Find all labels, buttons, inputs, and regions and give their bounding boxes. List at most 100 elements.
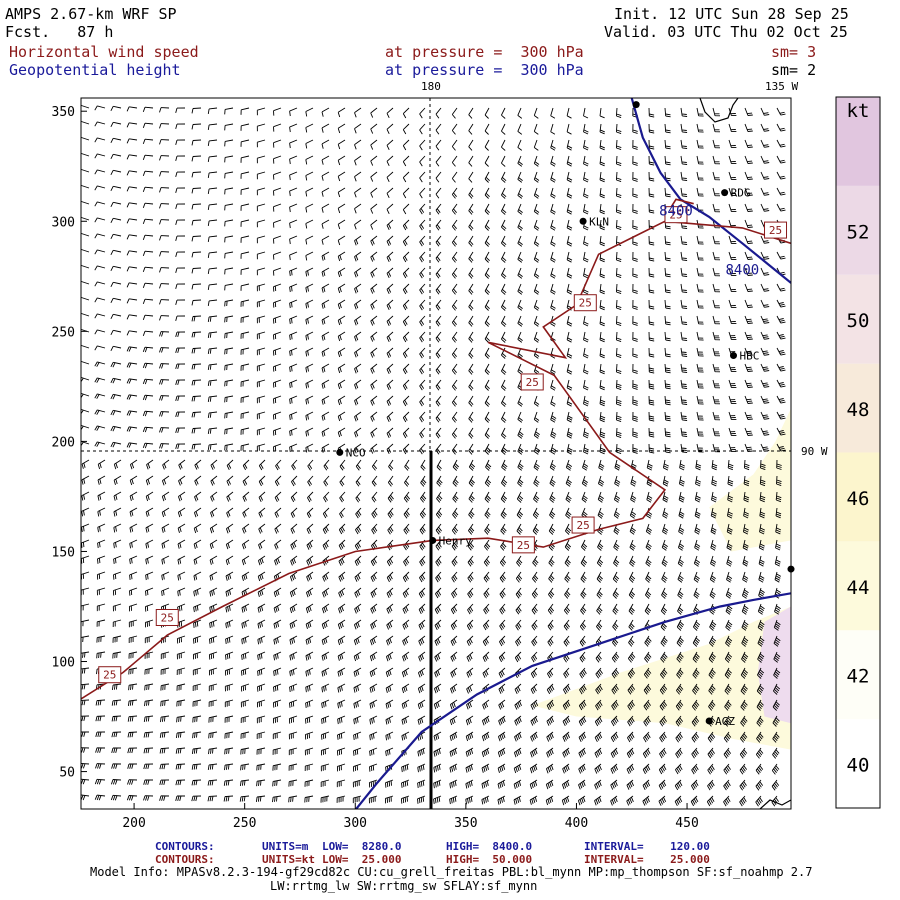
model-info-2: LW:rrtmg_lw SW:rrtmg_sw SFLAY:sf_mynn: [270, 879, 538, 893]
wind-barb: [400, 795, 410, 804]
wind-barb: [662, 507, 669, 519]
wind-barb: [481, 779, 490, 789]
wind-barb: [321, 235, 330, 245]
wind-barb: [709, 571, 716, 583]
wind-barb: [626, 763, 635, 775]
wind-barb: [370, 187, 378, 198]
wind-barb: [225, 587, 234, 597]
wind-barb: [354, 347, 362, 358]
wind-barb: [548, 587, 555, 599]
wind-barb: [563, 603, 571, 615]
wind-barb: [113, 539, 122, 549]
wind-barb: [760, 155, 770, 164]
wind-barb: [81, 281, 90, 285]
wind-barb: [435, 251, 442, 263]
station-dot: [336, 448, 344, 456]
wind-barb: [533, 443, 540, 455]
station-dot: [579, 217, 587, 225]
wind-barb: [386, 251, 394, 262]
wind-barb: [578, 731, 587, 742]
wind-barb: [142, 170, 154, 177]
wind-barb: [256, 363, 266, 372]
wind-barb: [756, 731, 764, 743]
wind-barb: [273, 139, 282, 148]
wind-barb: [499, 555, 507, 567]
wind-barb: [661, 539, 668, 551]
wind-barb: [435, 267, 442, 279]
wind-barb: [305, 235, 314, 245]
wind-barb: [419, 379, 426, 391]
wind-barb: [207, 427, 218, 434]
wind-barb: [191, 267, 202, 274]
wind-barb: [94, 105, 106, 111]
wind-barb: [354, 315, 362, 326]
wind-barb: [680, 299, 688, 309]
wind-barb: [402, 443, 410, 455]
wind-barb: [223, 795, 234, 802]
wind-barb: [256, 139, 266, 148]
wind-barb: [354, 571, 362, 582]
wind-barb: [680, 395, 688, 405]
wind-barb: [434, 651, 442, 662]
wind-barb: [177, 523, 186, 534]
wind-barb: [614, 475, 621, 487]
wind-barb: [484, 235, 490, 247]
wind-barb: [675, 699, 684, 711]
wind-barb: [712, 363, 721, 373]
wind-barb: [256, 331, 266, 340]
wind-barb: [226, 507, 234, 518]
wind-barb: [583, 187, 589, 199]
model-title: AMPS 2.67-km WRF SP: [5, 5, 177, 23]
wind-barb: [627, 683, 636, 695]
plot-frame: [80, 97, 792, 810]
wind-barb: [402, 379, 410, 391]
wind-barb: [145, 475, 154, 486]
colorbar-band: [836, 97, 880, 186]
wind-barb: [677, 603, 684, 615]
wind-barb: [191, 171, 202, 178]
wind-barb: [256, 251, 266, 260]
wind-barb: [501, 459, 508, 471]
wind-barb: [708, 635, 717, 647]
wind-barb: [161, 539, 170, 549]
wind-barb: [648, 187, 655, 198]
wind-barb: [81, 635, 90, 643]
wind-barb: [370, 171, 378, 182]
wind-barb: [321, 427, 330, 437]
wind-barb: [772, 683, 781, 695]
wind-barb: [597, 539, 604, 551]
wind-barb: [632, 203, 638, 214]
wind-barb: [500, 395, 507, 407]
wind-barb: [744, 411, 753, 420]
wind-barb: [226, 475, 234, 486]
wind-barb: [566, 235, 573, 247]
wind-barb: [369, 731, 378, 741]
wind-barb: [386, 315, 394, 326]
wind-barb: [741, 635, 749, 647]
wind-barb: [385, 731, 394, 741]
wind-barb: [305, 715, 314, 724]
wind-barb: [208, 667, 218, 676]
wind-barb: [580, 539, 588, 551]
wind-barb: [696, 139, 704, 149]
wind-barb: [191, 283, 202, 290]
wind-barb: [485, 459, 492, 471]
wind-barb: [533, 315, 540, 327]
wind-barb: [739, 779, 747, 791]
wind-barb: [776, 283, 786, 292]
wind-barb: [323, 491, 330, 503]
wind-barb: [322, 555, 330, 566]
wind-barb: [760, 299, 770, 308]
wind-barb: [744, 315, 753, 324]
wind-barb: [533, 123, 539, 135]
wind-barb: [566, 347, 573, 359]
wind-barb: [596, 619, 603, 631]
wind-barb: [615, 331, 622, 343]
wind-barb: [514, 715, 522, 726]
wind-barb: [110, 313, 122, 320]
wind-barb: [81, 201, 90, 205]
wind-barb: [369, 715, 378, 725]
wind-barb: [386, 363, 394, 374]
wind-barb: [144, 619, 154, 628]
wind-barb: [484, 251, 490, 263]
